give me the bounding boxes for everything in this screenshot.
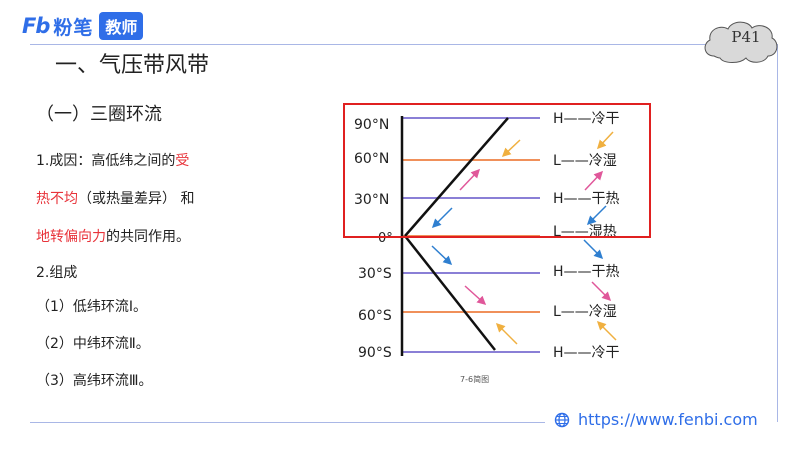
belt-label-60s: L——冷湿 <box>553 304 617 320</box>
body-line-7: （3）高纬环流Ⅲ。 <box>36 373 153 389</box>
arrow-orange-1 <box>501 139 521 158</box>
globe-icon <box>554 412 570 427</box>
line2-red: 热不均 <box>36 191 78 207</box>
diagonal-north <box>404 117 509 237</box>
frame-right-line <box>777 44 778 422</box>
diagram-caption: 7-6简图 <box>460 375 490 384</box>
arrow-blue-4 <box>583 239 604 260</box>
body-line-5: （1）低纬环流Ⅰ。 <box>36 299 148 315</box>
body-line-3: 地转偏向力的共同作用。 <box>36 226 190 246</box>
logo-badge: 教师 <box>99 12 144 40</box>
lat-label-60n: 60°N <box>354 151 389 167</box>
arrow-blue-2 <box>431 245 453 266</box>
highlight-box <box>343 103 651 238</box>
body-line-1: 1.成因：高低纬之间的受 <box>36 150 189 170</box>
line2-rest: （或热量差异） 和 <box>78 191 195 207</box>
lat-label-0: 0° <box>378 231 393 246</box>
belt-label-30n: H——干热 <box>553 191 620 207</box>
frame-top-line <box>30 44 778 45</box>
arrow-orange-2 <box>495 322 518 345</box>
belt-label-90s: H——冷干 <box>553 345 620 361</box>
lat-label-90n: 90°N <box>354 117 389 133</box>
arrow-blue-1 <box>431 207 453 229</box>
arrow-blue-3 <box>586 205 607 226</box>
line3-red: 地转偏向力 <box>36 229 106 245</box>
arrow-pink-3 <box>584 170 604 191</box>
frame-bottom-line <box>30 422 545 423</box>
body-line-2: 热不均（或热量差异） 和 <box>36 188 194 208</box>
footer-url[interactable]: https://www.fenbi.com <box>554 410 758 429</box>
arrow-orange-3 <box>596 131 614 150</box>
page-badge: P41 <box>731 28 761 46</box>
lat-label-30n: 30°N <box>354 192 389 208</box>
arrow-pink-4 <box>591 281 612 302</box>
logo-mark: Fb <box>22 14 50 38</box>
line3-rest: 的共同作用。 <box>106 229 190 245</box>
belt-label-30s: H——干热 <box>553 264 620 280</box>
line1-red: 受 <box>175 153 190 169</box>
footer-url-text[interactable]: https://www.fenbi.com <box>578 410 758 429</box>
lat-label-30s: 30°S <box>358 266 392 282</box>
three-cell-circulation-diagram: 90°N 60°N 30°N 0° 30°S 60°S 90°S H——冷干 L… <box>343 103 651 361</box>
belt-label-90n: H——冷干 <box>553 111 620 127</box>
body-line-4: 2.组成 <box>36 265 78 281</box>
arrow-pink-2 <box>464 285 487 306</box>
body-line-6: （2）中纬环流Ⅱ。 <box>36 336 150 352</box>
line1-prefix: 1.成因：高低纬之间的 <box>36 153 176 169</box>
diagonal-south <box>404 235 496 351</box>
belt-label-60n: L——冷湿 <box>553 153 617 169</box>
logo-text: 粉笔 <box>53 16 94 39</box>
arrow-orange-4 <box>596 320 617 341</box>
lat-label-60s: 60°S <box>358 308 392 324</box>
section-subtitle: （一）三圈环流 <box>36 104 162 125</box>
lat-label-90s: 90°S <box>358 345 392 361</box>
arrow-pink-1 <box>459 168 481 191</box>
fenbi-logo: Fb 粉笔 教师 <box>22 12 144 40</box>
page-title: 一、气压带风带 <box>55 53 210 78</box>
cloud-badge-icon <box>704 21 778 63</box>
